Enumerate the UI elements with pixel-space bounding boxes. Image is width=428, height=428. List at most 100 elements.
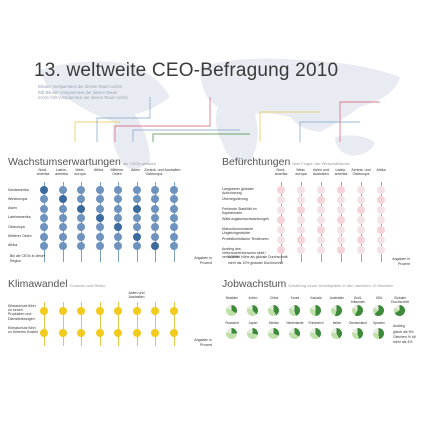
jobs-heading: Jobwachstum Schaffung neuer Arbeitsplätze… bbox=[222, 278, 394, 290]
grid-cell bbox=[40, 232, 48, 241]
grid-cell bbox=[114, 186, 122, 194]
grid-cell bbox=[58, 204, 67, 213]
pie-label: Spanien bbox=[373, 321, 385, 325]
grid-cell bbox=[151, 195, 159, 204]
grid-row-label: Makroökonomische Ungleichgewichte bbox=[222, 226, 254, 235]
grid-cell bbox=[357, 226, 365, 234]
grid-cell bbox=[151, 213, 159, 222]
grid-column-line bbox=[62, 182, 64, 262]
connector-lines bbox=[74, 97, 380, 142]
grid-cell bbox=[357, 236, 365, 244]
grid-cell bbox=[317, 186, 325, 194]
grid-cell bbox=[317, 206, 325, 214]
grid-column-line bbox=[62, 302, 64, 346]
grid-cell bbox=[77, 195, 85, 204]
pie-label: Brasilien bbox=[225, 296, 239, 300]
grid-cell bbox=[77, 232, 85, 241]
grid-cell bbox=[169, 195, 178, 204]
grid-column-header: Zentral- und Osteuropa bbox=[351, 168, 371, 177]
grid-row-label: Langsamer globaler Aufschwung bbox=[222, 186, 254, 195]
grid-row-label: Westeuropa bbox=[8, 196, 28, 201]
grid-cell bbox=[357, 196, 365, 204]
pie-chart bbox=[331, 328, 342, 339]
grid-cell bbox=[151, 186, 159, 194]
pie-chart bbox=[268, 328, 279, 339]
concerns-legend-2: mehr als 10% globaler Durchschnitt bbox=[228, 261, 284, 265]
grid-cell bbox=[151, 241, 159, 250]
grid-cell bbox=[114, 307, 122, 315]
grid-cell bbox=[297, 236, 305, 244]
pie-label: Australien bbox=[329, 296, 345, 300]
grid-cell bbox=[337, 246, 345, 254]
grid-row-label: Protektionistische Tendenzen bbox=[222, 236, 269, 241]
pie-chart bbox=[394, 305, 405, 316]
grid-cell bbox=[277, 246, 285, 254]
grid-cell bbox=[377, 236, 385, 244]
grid-cell bbox=[151, 204, 159, 213]
grid-cell bbox=[132, 223, 141, 232]
grid-cell bbox=[151, 232, 159, 241]
grid-cell bbox=[277, 216, 285, 224]
grid-cell bbox=[114, 241, 122, 250]
pie-label: China bbox=[269, 296, 279, 300]
grid-column-line bbox=[155, 182, 156, 262]
grid-column-header: West- europa bbox=[295, 168, 307, 177]
grid-cell bbox=[58, 329, 67, 337]
pie-chart bbox=[352, 305, 363, 316]
grid-cell bbox=[169, 329, 178, 337]
grid-column-header: Nord- amerika bbox=[274, 168, 288, 177]
grid-cell bbox=[114, 232, 122, 241]
grid-column-header: Afrika bbox=[376, 168, 386, 172]
grid-cell bbox=[357, 186, 365, 194]
grid-cell bbox=[297, 246, 305, 254]
pie-chart bbox=[268, 305, 279, 316]
grid-cell bbox=[58, 307, 67, 315]
grid-cell bbox=[151, 329, 159, 337]
pie-label: Groß- britannien bbox=[351, 296, 365, 304]
jobs-legend-item: Gleichen % ldt bbox=[393, 335, 416, 339]
grid-cell bbox=[114, 204, 122, 213]
grid-cell bbox=[169, 204, 178, 213]
grid-column-line bbox=[44, 302, 45, 346]
grid-cell bbox=[58, 232, 67, 241]
grid-cell bbox=[58, 213, 67, 222]
grid-cell bbox=[151, 223, 159, 232]
grid-column-line bbox=[155, 302, 156, 346]
pie-chart bbox=[352, 328, 363, 339]
grid-column-line bbox=[173, 182, 175, 262]
climate-heading: Klimawandel Chancen und Risiko bbox=[8, 278, 106, 290]
pie-label: Globaler Durchschnitt bbox=[391, 296, 409, 304]
grid-cell bbox=[132, 329, 141, 337]
pie-chart bbox=[247, 305, 258, 316]
grid-cell bbox=[377, 216, 385, 224]
pie-label: Russland bbox=[225, 321, 239, 325]
grid-cell bbox=[169, 213, 178, 222]
grid-row-label: Nordamerika bbox=[8, 187, 29, 192]
grid-cell bbox=[132, 204, 141, 213]
pie-label: Niederlande bbox=[286, 321, 304, 325]
pie-label: Korea bbox=[290, 296, 300, 300]
grid-cell bbox=[277, 196, 285, 204]
pie-label: Indien bbox=[248, 296, 258, 300]
grid-column-header: Asien und Australien bbox=[313, 168, 329, 177]
grid-cell bbox=[297, 216, 305, 224]
grid-column-line bbox=[44, 182, 45, 262]
grid-cell bbox=[114, 213, 122, 222]
grid-cell bbox=[337, 186, 345, 194]
grid-cell bbox=[377, 206, 385, 214]
grid-column-line bbox=[99, 182, 101, 262]
grid-cell bbox=[77, 186, 85, 194]
grid-cell bbox=[77, 213, 85, 222]
grid-cell bbox=[40, 241, 48, 250]
grid-row-label: Mittlerer Osten bbox=[8, 234, 32, 238]
grid-cell bbox=[77, 204, 85, 213]
grid-cell bbox=[277, 226, 285, 234]
grid-cell bbox=[95, 186, 104, 194]
jobs-legend-title: Anstieg bbox=[393, 324, 405, 328]
grid-row-label: Währungskursschwankungen bbox=[222, 216, 270, 221]
grid-cell bbox=[151, 307, 159, 315]
grid-cell bbox=[297, 186, 305, 194]
grid-cell bbox=[357, 246, 365, 254]
grid-cell bbox=[357, 206, 365, 214]
concerns-heading: Befürchtungen über Folgen der Wirtschafts… bbox=[222, 156, 350, 168]
